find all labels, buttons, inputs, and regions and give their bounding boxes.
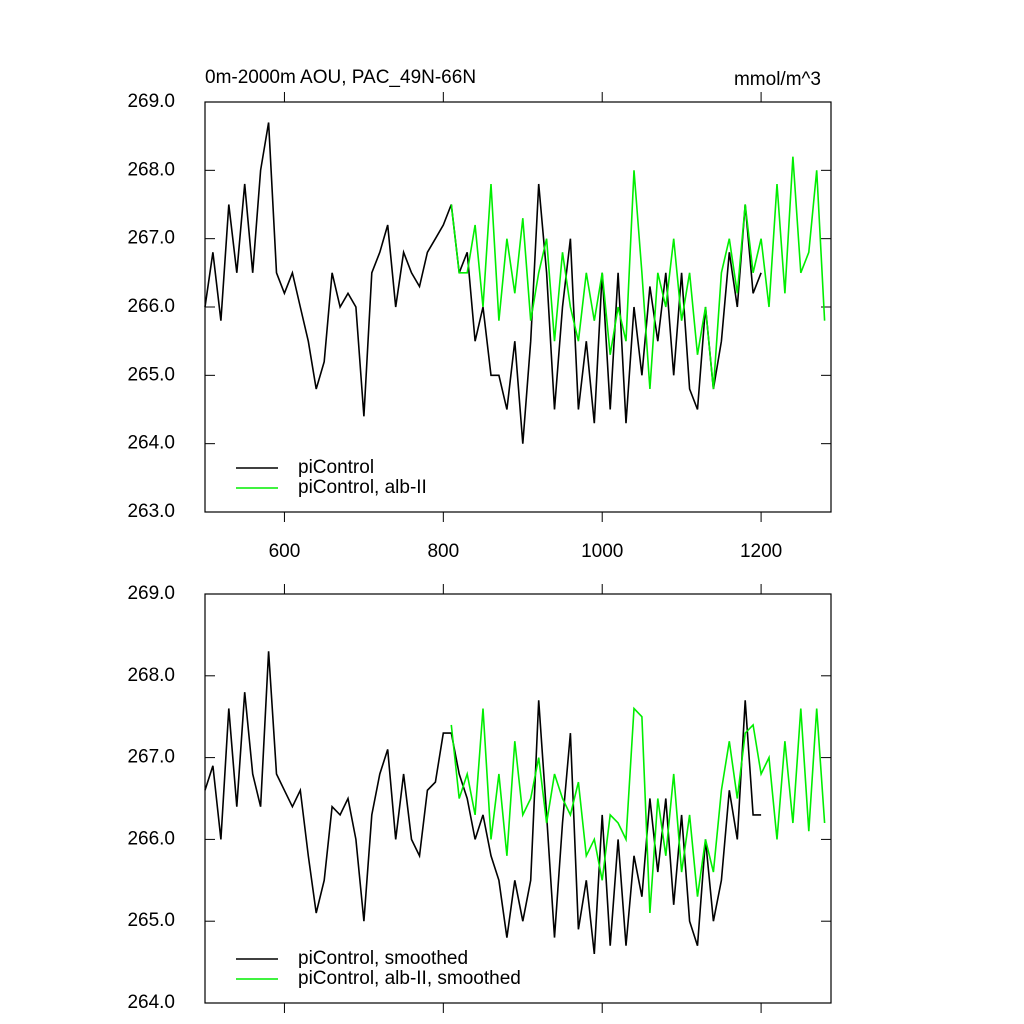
series-line	[450, 156, 826, 390]
x-tick-label: 800	[427, 541, 459, 562]
legend-label: piControl, alb-II, smoothed	[298, 968, 521, 989]
y-tick-label: 267.0	[127, 228, 175, 249]
x-tick-label: 600	[269, 541, 301, 562]
y-tick-label: 264.0	[127, 433, 175, 454]
y-tick-label: 268.0	[127, 665, 175, 686]
series-line	[204, 651, 762, 954]
legend-label: piControl, alb-II	[298, 477, 427, 498]
x-tick-label: 1000	[581, 541, 623, 562]
y-tick-label: 268.0	[127, 159, 175, 180]
plot-frame	[204, 101, 832, 513]
y-tick-label: 269.0	[127, 583, 175, 604]
chart-title: 0m-2000m AOU, PAC_49N-66N	[205, 67, 476, 88]
y-tick-label: 263.0	[127, 501, 175, 522]
units-label: mmol/m^3	[734, 69, 821, 90]
x-tick-label: 1200	[740, 541, 782, 562]
legend-label: piControl	[298, 457, 374, 478]
y-tick-label: 265.0	[127, 364, 175, 385]
plot-frame	[204, 593, 832, 1004]
y-tick-label: 266.0	[127, 828, 175, 849]
y-tick-label: 264.0	[127, 992, 175, 1013]
y-tick-label: 267.0	[127, 747, 175, 768]
legend-label: piControl, smoothed	[298, 948, 468, 969]
y-tick-label: 265.0	[127, 910, 175, 931]
series-line	[450, 706, 826, 914]
y-tick-label: 269.0	[127, 91, 175, 112]
y-tick-label: 266.0	[127, 296, 175, 317]
